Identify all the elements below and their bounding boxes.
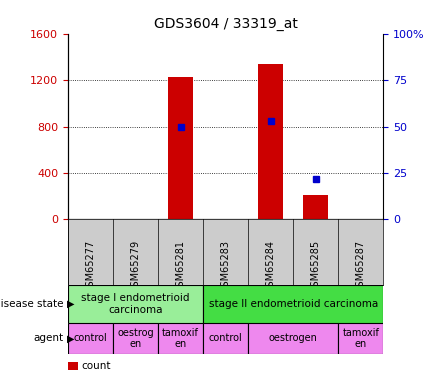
Text: disease state: disease state bbox=[0, 299, 64, 309]
Bar bbox=[168, 76, 193, 219]
Text: tamoxif
en: tamoxif en bbox=[162, 328, 199, 349]
Bar bbox=[68, 322, 113, 354]
Text: count: count bbox=[81, 361, 110, 371]
Bar bbox=[258, 64, 283, 219]
Text: stage I endometrioid
carcinoma: stage I endometrioid carcinoma bbox=[81, 293, 190, 315]
Bar bbox=[248, 322, 338, 354]
Text: ▶: ▶ bbox=[67, 299, 74, 309]
Text: tamoxif
en: tamoxif en bbox=[342, 328, 379, 349]
Bar bbox=[203, 285, 383, 322]
Text: ▶: ▶ bbox=[67, 333, 74, 344]
Bar bbox=[68, 285, 203, 322]
Text: control: control bbox=[208, 333, 243, 344]
Text: oestrog
en: oestrog en bbox=[117, 328, 154, 349]
Bar bbox=[203, 322, 248, 354]
Bar bbox=[303, 195, 328, 219]
Title: GDS3604 / 33319_at: GDS3604 / 33319_at bbox=[154, 17, 297, 32]
Bar bbox=[158, 322, 203, 354]
Bar bbox=[338, 322, 383, 354]
Bar bbox=[113, 322, 158, 354]
Text: stage II endometrioid carcinoma: stage II endometrioid carcinoma bbox=[208, 299, 378, 309]
Text: control: control bbox=[74, 333, 107, 344]
Text: oestrogen: oestrogen bbox=[268, 333, 318, 344]
Text: agent: agent bbox=[33, 333, 64, 344]
